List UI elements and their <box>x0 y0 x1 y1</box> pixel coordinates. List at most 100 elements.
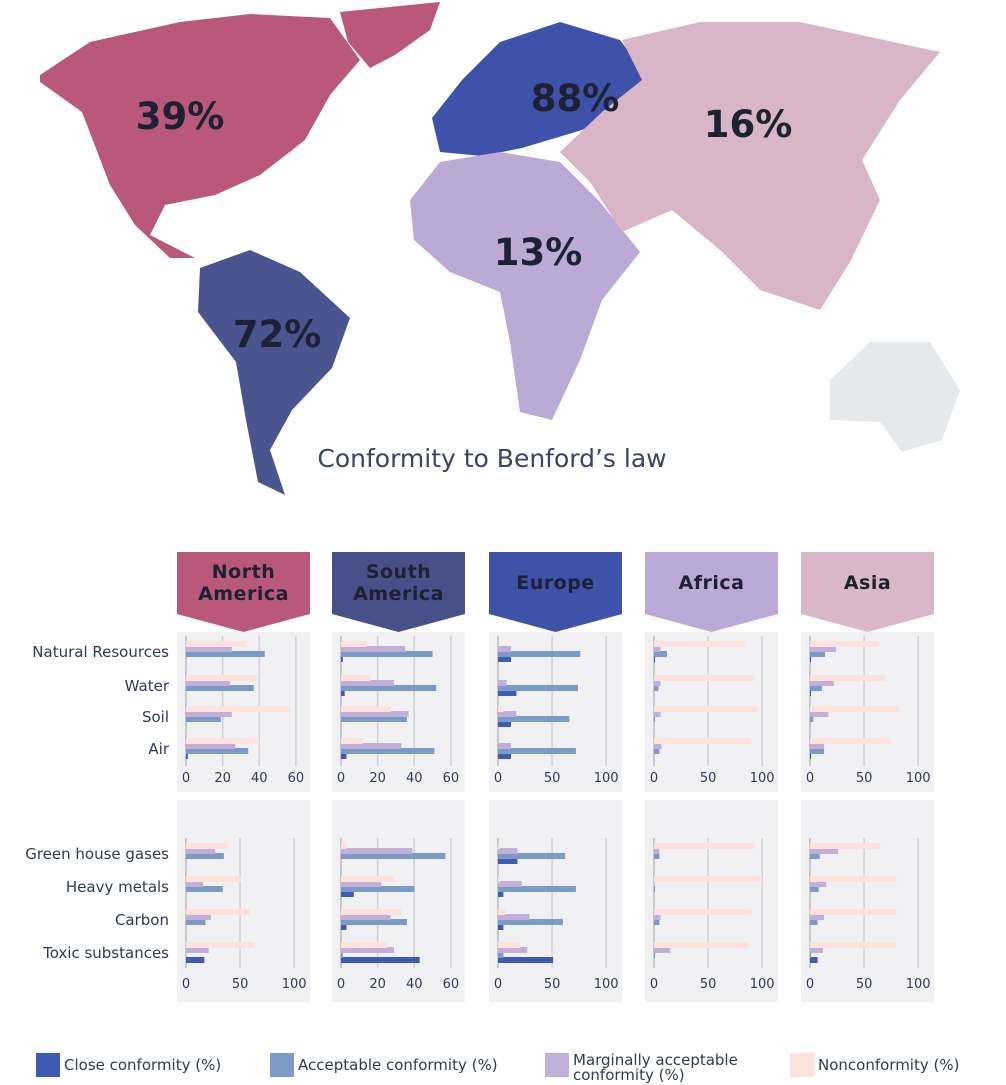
bar <box>341 843 347 849</box>
bar <box>654 716 656 722</box>
bar <box>654 641 745 647</box>
bar <box>810 886 819 892</box>
bar <box>498 706 504 712</box>
bar <box>186 919 206 925</box>
bar <box>810 651 826 657</box>
bar <box>186 651 265 657</box>
bar <box>654 876 763 882</box>
x-tick-label: 60 <box>443 977 460 992</box>
bar <box>810 716 814 722</box>
x-tick-label: 50 <box>700 771 717 786</box>
category-label: Green house gases <box>25 845 169 863</box>
bar <box>498 891 504 897</box>
x-tick-label: 100 <box>906 771 931 786</box>
south-america <box>198 250 350 495</box>
bar <box>810 711 829 717</box>
bar <box>186 675 258 681</box>
bar <box>341 743 402 749</box>
legend-swatch <box>790 1053 814 1077</box>
x-tick-label: 40 <box>251 771 268 786</box>
bar <box>498 881 522 887</box>
x-tick-label: 40 <box>406 977 423 992</box>
x-tick-label: 60 <box>288 771 305 786</box>
bar <box>341 853 446 859</box>
bar <box>498 924 504 930</box>
bar <box>498 947 528 953</box>
bar <box>810 914 825 920</box>
x-tick-label: 100 <box>906 977 931 992</box>
x-tick-label: 50 <box>544 771 561 786</box>
x-tick-label: 100 <box>750 771 775 786</box>
bar <box>654 947 671 953</box>
bar <box>186 743 236 749</box>
bar <box>186 748 249 754</box>
x-tick-label: 0 <box>337 977 345 992</box>
north-america <box>40 14 360 258</box>
region-value: 88% <box>531 77 620 120</box>
x-tick-label: 0 <box>337 771 345 786</box>
bar <box>810 641 880 647</box>
region-header <box>801 552 934 632</box>
bar <box>186 680 230 686</box>
bar <box>810 753 812 759</box>
x-tick-label: 0 <box>806 771 814 786</box>
panel <box>332 800 465 1002</box>
bar <box>186 711 232 717</box>
bar <box>810 743 825 749</box>
bar <box>498 858 518 864</box>
legend-label: Close conformity (%) <box>64 1056 222 1074</box>
legend-label: Acceptable conformity (%) <box>298 1056 498 1074</box>
bar <box>341 675 371 681</box>
region-header <box>645 552 778 632</box>
bar <box>654 651 667 657</box>
region-value: 72% <box>233 313 322 356</box>
bar <box>654 748 660 754</box>
bar <box>654 646 661 652</box>
region-value: 16% <box>704 103 793 146</box>
bar <box>498 942 520 948</box>
bar <box>341 909 402 915</box>
bar <box>654 680 661 686</box>
x-tick-label: 50 <box>700 977 717 992</box>
bar <box>654 952 656 958</box>
x-tick-label: 0 <box>650 771 658 786</box>
bar <box>186 853 224 859</box>
bar <box>654 743 662 749</box>
bar <box>654 738 752 744</box>
bar <box>186 706 291 712</box>
category-label: Water <box>125 677 170 695</box>
bar <box>186 947 209 953</box>
bar <box>186 886 223 892</box>
legend-label: Nonconformity (%) <box>818 1056 960 1074</box>
bar <box>341 738 363 744</box>
region-title: Asia <box>843 572 892 594</box>
bar <box>654 656 656 662</box>
x-tick-label: 20 <box>369 771 386 786</box>
bar <box>341 891 354 897</box>
x-tick-label: 100 <box>750 977 775 992</box>
map-title: Conformity to Benford’s law <box>317 444 666 473</box>
africa <box>410 152 640 420</box>
bar <box>341 716 407 722</box>
bar <box>498 914 530 920</box>
bar <box>341 914 391 920</box>
bar <box>810 952 812 958</box>
bar <box>654 914 661 920</box>
bar <box>498 876 501 882</box>
bar <box>186 753 188 759</box>
region-title: Europe <box>516 572 595 594</box>
region-header <box>489 552 622 632</box>
bar <box>498 952 504 958</box>
bar <box>498 753 511 759</box>
greenland <box>340 2 440 68</box>
bar <box>654 685 659 691</box>
legend-swatch <box>36 1053 60 1077</box>
x-tick-label: 50 <box>232 977 249 992</box>
bar <box>654 919 660 925</box>
category-label: Toxic substances <box>42 944 169 962</box>
bar <box>341 656 343 662</box>
bar <box>186 909 250 915</box>
bar <box>810 690 812 696</box>
bar <box>654 843 755 849</box>
